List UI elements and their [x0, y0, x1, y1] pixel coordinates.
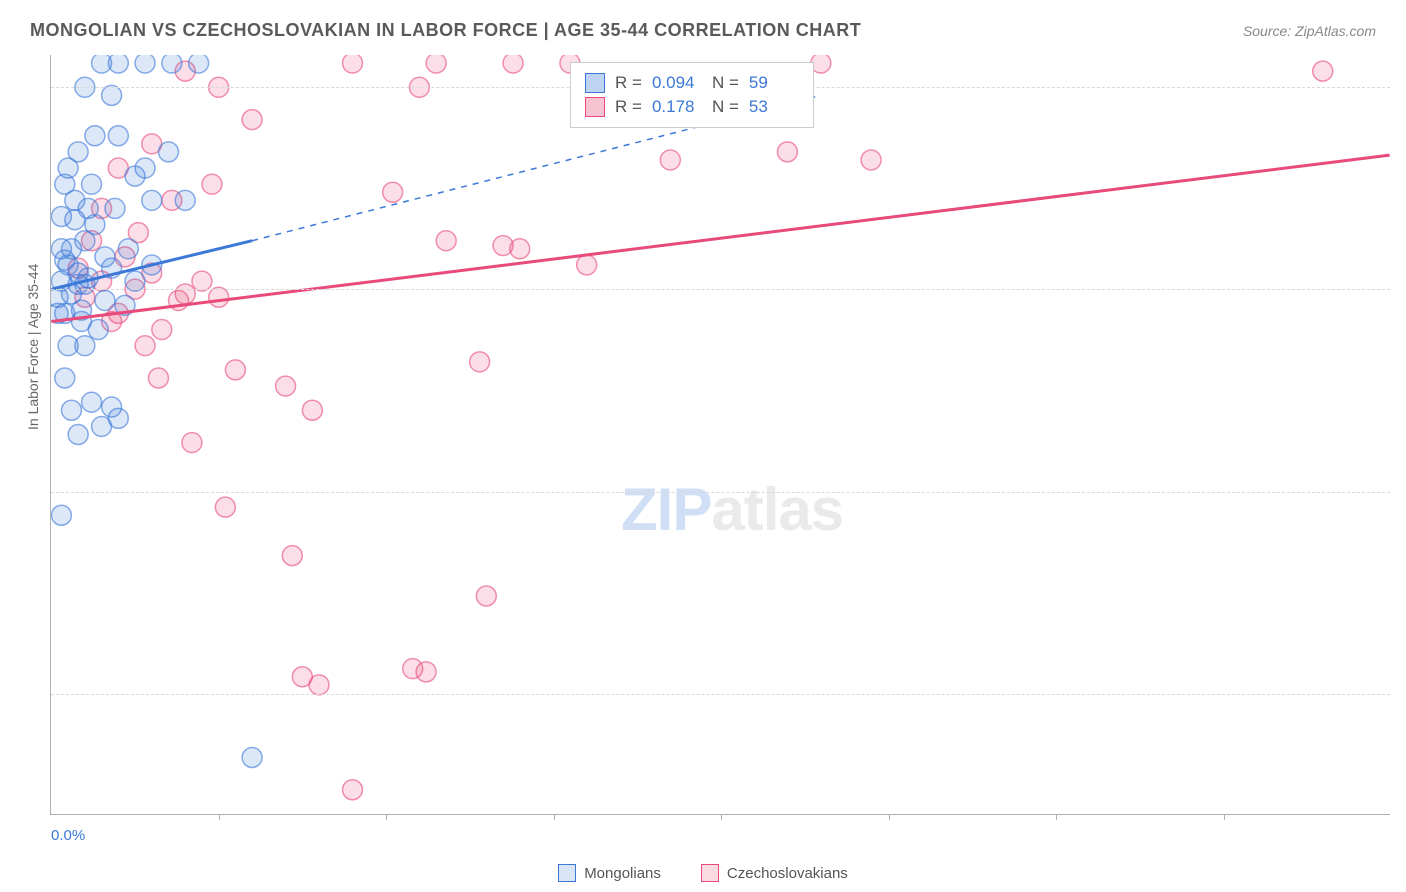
x-tick-mark [554, 814, 555, 820]
chart-plot-area: ZIPatlas 0.0% 40.0% 62.5%75.0%87.5%100.0… [50, 55, 1390, 815]
chart-source: Source: ZipAtlas.com [1243, 23, 1376, 39]
x-tick-mark [1056, 814, 1057, 820]
legend-swatch-1 [701, 864, 719, 882]
stats-n-0: 59 [749, 73, 799, 93]
y-tick-label: 87.5% [1400, 281, 1406, 298]
gridline-h [51, 492, 1390, 493]
x-tick-mark [889, 814, 890, 820]
chart-title: MONGOLIAN VS CZECHOSLOVAKIAN IN LABOR FO… [30, 20, 861, 41]
stats-n-label-1: N = [712, 97, 739, 117]
legend-label-0: Mongolians [584, 865, 661, 882]
stats-box: R = 0.094 N = 59 R = 0.178 N = 53 [570, 62, 814, 128]
y-tick-label: 75.0% [1400, 483, 1406, 500]
legend-item-1: Czechoslovakians [701, 864, 848, 882]
stats-r-0: 0.094 [652, 73, 702, 93]
legend: Mongolians Czechoslovakians [0, 864, 1406, 882]
legend-label-1: Czechoslovakians [727, 865, 848, 882]
chart-svg-layer [51, 55, 1390, 814]
stats-n-1: 53 [749, 97, 799, 117]
legend-item-0: Mongolians [558, 864, 661, 882]
stats-n-label-0: N = [712, 73, 739, 93]
stats-r-label-1: R = [615, 97, 642, 117]
gridline-h [51, 694, 1390, 695]
stats-r-1: 0.178 [652, 97, 702, 117]
y-tick-label: 62.5% [1400, 685, 1406, 702]
stats-swatch-0 [585, 73, 605, 93]
stats-row-0: R = 0.094 N = 59 [585, 71, 799, 95]
x-tick-mark [386, 814, 387, 820]
x-tick-left: 0.0% [51, 827, 85, 844]
x-tick-mark [721, 814, 722, 820]
stats-row-1: R = 0.178 N = 53 [585, 95, 799, 119]
y-tick-label: 100.0% [1400, 79, 1406, 96]
gridline-h [51, 289, 1390, 290]
x-tick-mark [219, 814, 220, 820]
legend-swatch-0 [558, 864, 576, 882]
stats-r-label-0: R = [615, 73, 642, 93]
x-tick-mark [1224, 814, 1225, 820]
y-axis-label: In Labor Force | Age 35-44 [25, 264, 41, 430]
stats-swatch-1 [585, 97, 605, 117]
